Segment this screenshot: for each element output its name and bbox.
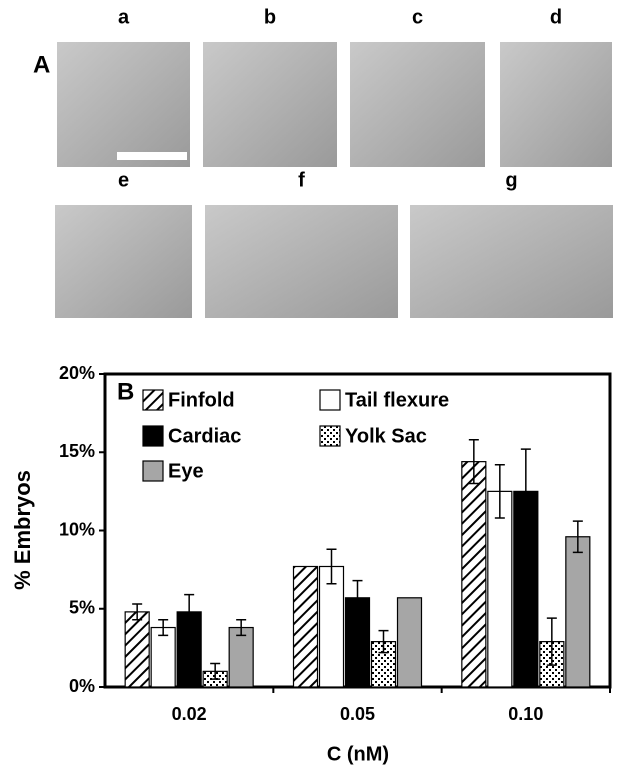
bar	[461, 461, 487, 688]
y-tick-label: 20%	[59, 363, 95, 383]
y-tick-label: 5%	[69, 598, 95, 618]
error-bar	[236, 618, 247, 637]
photo-label: b	[264, 6, 276, 28]
legend-label: Yolk Sac	[345, 425, 427, 447]
error-bar	[378, 629, 389, 654]
bar	[124, 611, 150, 688]
legend-label: Tail flexure	[345, 389, 449, 411]
error-bar	[546, 617, 557, 666]
photo	[57, 42, 190, 167]
y-tick-label: 0%	[69, 676, 95, 696]
panel-label: A	[33, 51, 50, 78]
error-bar	[572, 520, 583, 554]
photo	[350, 42, 485, 167]
panel-label: B	[117, 378, 134, 405]
bar	[318, 565, 345, 688]
legend-label: Cardiac	[168, 425, 241, 447]
photo-label: e	[118, 169, 129, 191]
legend-label: Eye	[168, 460, 204, 482]
x-tick-label: 0.05	[340, 704, 375, 724]
legend-swatch	[142, 389, 164, 411]
legend-swatch	[142, 460, 164, 482]
error-bar	[158, 618, 169, 637]
error-bar	[520, 448, 531, 535]
y-tick-label: 15%	[59, 441, 95, 461]
x-axis-title: C (nM)	[327, 743, 389, 765]
photo-label: d	[550, 6, 562, 28]
photo-label: g	[505, 169, 517, 191]
bar	[150, 626, 176, 688]
bar	[228, 626, 254, 688]
y-tick-label: 10%	[59, 519, 95, 539]
error-bar	[184, 593, 195, 630]
photo-label: c	[412, 6, 423, 28]
x-tick-label: 0.10	[508, 704, 543, 724]
photo-panel: a b c d e f g	[55, 6, 613, 318]
bar	[292, 565, 319, 688]
error-bar	[132, 603, 143, 621]
error-bar	[210, 662, 221, 680]
error-bar	[326, 548, 337, 585]
bar	[396, 597, 423, 688]
legend-label: Finfold	[168, 389, 235, 411]
photo-label: a	[118, 6, 130, 28]
error-bar	[494, 464, 505, 519]
legend-swatch	[142, 425, 164, 447]
error-bar	[468, 438, 479, 485]
error-bar	[352, 579, 363, 616]
scale-bar	[117, 152, 187, 160]
y-axis-title: % Embryos	[10, 470, 35, 590]
photo	[500, 42, 612, 167]
legend-swatch	[319, 389, 341, 411]
photo	[205, 205, 398, 318]
x-tick-label: 0.02	[172, 704, 207, 724]
photo-label: f	[298, 169, 305, 191]
bar	[565, 536, 591, 688]
legend-swatch	[319, 425, 341, 447]
photo	[203, 42, 337, 167]
photo	[410, 205, 613, 318]
bar	[487, 490, 513, 688]
photo	[55, 205, 192, 318]
chart: C (nM) % Embryos 0% 5% 10% 15% 20% 0.02 0.05 0.…	[10, 363, 612, 765]
